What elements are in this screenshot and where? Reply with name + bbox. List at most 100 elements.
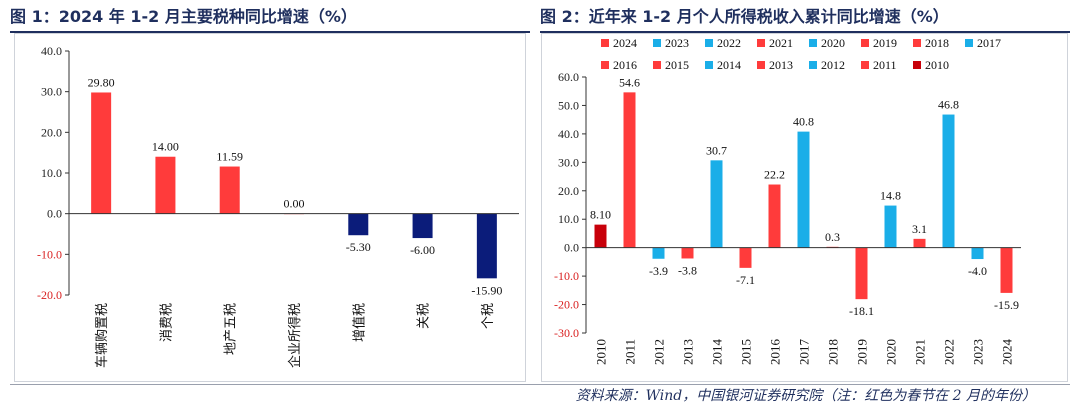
data-label: -6.00 <box>410 243 435 257</box>
bar-2012 <box>652 247 665 259</box>
bar-2016 <box>768 184 781 248</box>
category-label: 车辆购置税 <box>94 303 109 368</box>
category-label: 2016 <box>768 339 783 366</box>
y-tick-label: 20.0 <box>41 125 62 139</box>
legend-swatch <box>653 61 661 69</box>
bar-2023 <box>971 247 984 260</box>
category-label: 2015 <box>739 339 754 365</box>
bar-消费税 <box>155 156 176 214</box>
category-label: 2017 <box>797 339 812 366</box>
bar-2024 <box>1000 247 1013 293</box>
y-tick-label: -30.0 <box>554 326 579 340</box>
data-label: 29.80 <box>88 75 115 89</box>
category-label: 关税 <box>416 303 431 329</box>
legend-label: 2022 <box>717 36 741 50</box>
bar-2019 <box>855 247 868 300</box>
category-label: 个税 <box>480 303 495 329</box>
figure1-title: 图 1：2024 年 1-2 月主要税种同比增速（%） <box>10 7 357 26</box>
bar-2014 <box>710 160 723 248</box>
data-label: 0.3 <box>825 230 840 244</box>
legend-swatch <box>601 39 609 47</box>
bar-增值税 <box>348 213 369 236</box>
category-label: 2010 <box>594 339 609 365</box>
legend-label: 2015 <box>665 58 689 72</box>
legend-swatch <box>913 61 921 69</box>
y-tick-label: 30.0 <box>41 85 62 99</box>
legend-label: 2020 <box>821 36 845 50</box>
category-label: 2024 <box>1000 339 1015 366</box>
category-label: 2020 <box>884 339 899 365</box>
figure2-frame <box>541 33 1068 382</box>
category-label: 消费税 <box>158 303 173 342</box>
data-label: -15.9 <box>994 298 1019 312</box>
legend-label: 2023 <box>665 36 689 50</box>
data-label: -18.1 <box>849 304 874 318</box>
bar-2021 <box>913 238 926 248</box>
y-tick-label: 10.0 <box>41 166 62 180</box>
bar-2022 <box>942 114 955 248</box>
data-label: 14.8 <box>880 189 901 203</box>
bar-2020 <box>884 205 897 248</box>
data-label: -4.0 <box>968 264 987 278</box>
y-tick-label: 0.0 <box>47 207 62 221</box>
data-label: 11.59 <box>216 150 243 164</box>
legend-swatch <box>705 39 713 47</box>
tax-growth-bar-chart: 40.0 30.0 20.0 10.0 0.0 -10.0 -20.0 29.80 车辆购置税 1… <box>37 44 519 368</box>
legend-label: 2017 <box>977 36 1001 50</box>
bar-关税 <box>412 213 433 239</box>
data-label: -15.90 <box>471 283 502 297</box>
y-tick-label: 50.0 <box>558 98 579 112</box>
y-tick-label: 10.0 <box>558 212 579 226</box>
y-tick-label: 60.0 <box>558 70 579 84</box>
figure1-title-rule <box>10 31 530 33</box>
data-label: -5.30 <box>346 240 371 254</box>
legend-swatch <box>861 39 869 47</box>
category-label: 地产五税 <box>223 303 238 355</box>
data-label: 8.10 <box>590 208 611 222</box>
data-label: 0.00 <box>284 197 305 211</box>
data-label: -3.9 <box>649 264 668 278</box>
category-label: 2011 <box>623 339 638 365</box>
bar-个税 <box>476 213 497 279</box>
legend-swatch <box>757 39 765 47</box>
data-label: -3.8 <box>678 263 697 277</box>
bar-2015 <box>739 247 752 268</box>
legend-swatch <box>809 39 817 47</box>
category-label: 增值税 <box>351 303 366 342</box>
data-label: 40.8 <box>793 115 814 129</box>
y-tick-label: 40.0 <box>41 44 62 58</box>
category-label: 2018 <box>826 339 841 365</box>
y-tick-label: -10.0 <box>554 269 579 283</box>
legend-swatch <box>705 61 713 69</box>
iit-growth-bar-chart: 60.0 50.0 40.0 30.0 20.0 10.0 0.0 -10.0 -20.0 -30… <box>554 36 1021 366</box>
y-tick-label: 0.0 <box>564 241 579 255</box>
legend-label: 2012 <box>821 58 845 72</box>
legend-swatch <box>653 39 661 47</box>
legend-swatch <box>861 61 869 69</box>
legend-label: 2011 <box>873 58 897 72</box>
y-tick-label: -10.0 <box>37 247 62 261</box>
category-label: 2014 <box>710 339 725 366</box>
figure1-frame <box>14 33 526 382</box>
figure2-title: 图 2：近年来 1-2 月个人所得税收入累计同比增速（%） <box>540 7 949 26</box>
data-label: 54.6 <box>619 75 640 89</box>
legend-label: 2021 <box>769 36 793 50</box>
y-tick-label: -20.0 <box>37 288 62 302</box>
bar-地产五税 <box>219 166 240 214</box>
bar-2011 <box>623 92 636 248</box>
category-label: 2022 <box>942 339 957 365</box>
legend-label: 2014 <box>717 58 741 72</box>
bar-2013 <box>681 247 694 259</box>
bar-2017 <box>797 131 810 248</box>
legend-label: 2016 <box>613 58 637 72</box>
legend-swatch <box>965 39 973 47</box>
bar-车辆购置税 <box>91 92 112 214</box>
legend-swatch <box>809 61 817 69</box>
category-label: 2019 <box>855 339 870 365</box>
legend-swatch <box>913 39 921 47</box>
legend-label: 2019 <box>873 36 897 50</box>
y-tick-label: 30.0 <box>558 155 579 169</box>
category-label: 企业所得税 <box>287 303 302 368</box>
legend-label: 2013 <box>769 58 793 72</box>
legend-label: 2024 <box>613 36 637 50</box>
